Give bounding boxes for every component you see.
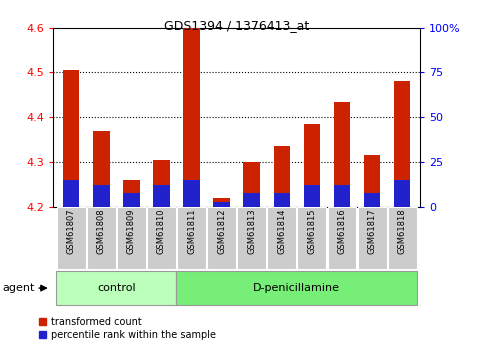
Bar (304, 186, 320, 207)
Text: agent: agent (2, 283, 35, 293)
FancyBboxPatch shape (177, 207, 206, 269)
Text: GDS1394 / 1376413_at: GDS1394 / 1376413_at (164, 19, 309, 32)
Bar (93, 131, 110, 207)
Bar (153, 160, 170, 207)
Bar (394, 81, 411, 207)
FancyBboxPatch shape (388, 207, 417, 269)
Legend: transformed count, percentile rank within the sample: transformed count, percentile rank withi… (39, 317, 216, 340)
Bar (334, 186, 350, 207)
FancyBboxPatch shape (268, 207, 296, 269)
Text: control: control (97, 283, 136, 293)
Text: GSM61816: GSM61816 (338, 209, 346, 255)
Bar (93, 186, 110, 207)
Bar (63, 180, 80, 207)
Bar (334, 102, 350, 207)
Bar (213, 201, 230, 207)
Bar (56, 271, 176, 305)
Bar (364, 193, 380, 207)
Bar (394, 180, 411, 207)
Text: GSM61817: GSM61817 (368, 209, 377, 255)
Text: GSM61812: GSM61812 (217, 209, 226, 254)
Bar (153, 186, 170, 207)
Bar (273, 146, 290, 207)
Bar (63, 70, 80, 207)
Bar (183, 180, 200, 207)
Text: GSM61807: GSM61807 (67, 209, 76, 255)
Bar (273, 193, 290, 207)
Text: D-penicillamine: D-penicillamine (254, 283, 341, 293)
FancyBboxPatch shape (117, 207, 146, 269)
Text: GSM61813: GSM61813 (247, 209, 256, 255)
Bar (243, 193, 260, 207)
FancyBboxPatch shape (87, 207, 116, 269)
Text: GSM61808: GSM61808 (97, 209, 106, 255)
Bar (213, 198, 230, 207)
Bar (364, 155, 380, 207)
Bar (176, 271, 417, 305)
FancyBboxPatch shape (237, 207, 266, 269)
FancyBboxPatch shape (147, 207, 176, 269)
FancyBboxPatch shape (298, 207, 327, 269)
Text: GSM61818: GSM61818 (398, 209, 407, 255)
FancyBboxPatch shape (357, 207, 386, 269)
Text: GSM61814: GSM61814 (277, 209, 286, 254)
Text: GSM61810: GSM61810 (157, 209, 166, 254)
FancyBboxPatch shape (327, 207, 356, 269)
Text: GSM61811: GSM61811 (187, 209, 196, 254)
Text: GSM61809: GSM61809 (127, 209, 136, 254)
FancyBboxPatch shape (57, 207, 85, 269)
Bar (123, 193, 140, 207)
Bar (243, 162, 260, 207)
Text: GSM61815: GSM61815 (307, 209, 316, 254)
Bar (123, 180, 140, 207)
Bar (183, 28, 200, 207)
Bar (304, 124, 320, 207)
FancyBboxPatch shape (207, 207, 236, 269)
